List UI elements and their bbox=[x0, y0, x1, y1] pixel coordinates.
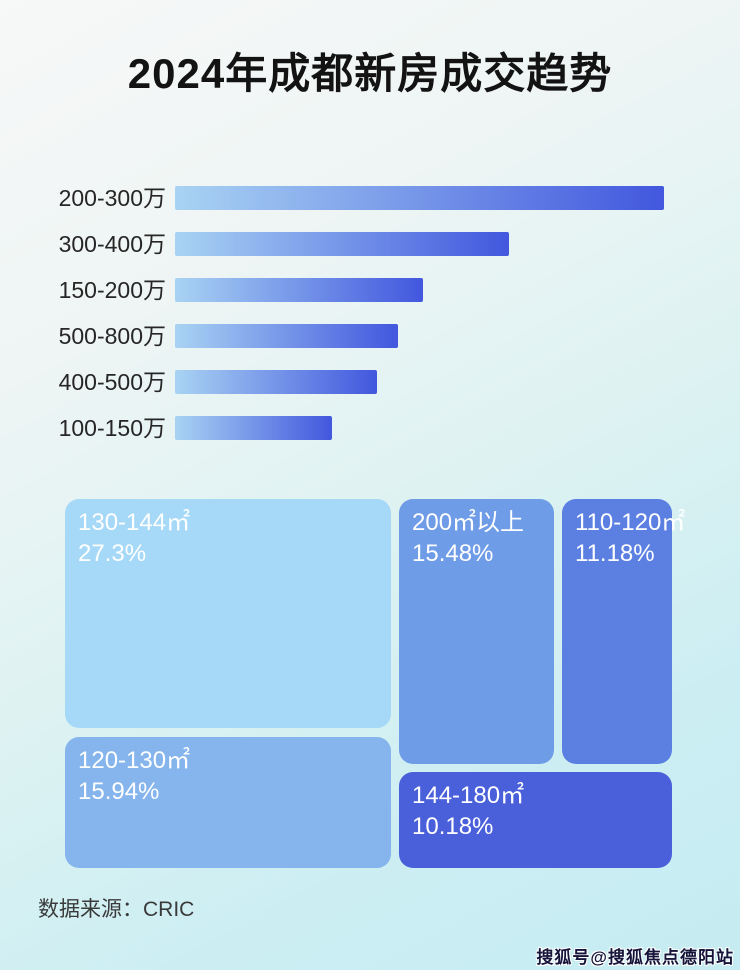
bar-label: 150-200万 bbox=[58, 277, 166, 303]
treemap-tile-130-144: 130-144㎡ 27.3% bbox=[65, 499, 391, 728]
bar-label: 100-150万 bbox=[58, 415, 166, 441]
bar-label: 400-500万 bbox=[58, 369, 166, 395]
bar-track bbox=[175, 416, 664, 440]
tile-value: 15.48% bbox=[412, 540, 494, 567]
bar-track bbox=[175, 186, 664, 210]
treemap-tile-200-plus: 200㎡以上 15.48% bbox=[399, 499, 554, 764]
tile-label: 200㎡以上 bbox=[412, 509, 525, 536]
bar-track bbox=[175, 278, 664, 302]
bar-row: 150-200万 bbox=[42, 278, 664, 302]
tile-value: 11.18% bbox=[575, 540, 655, 567]
bar-track bbox=[175, 370, 664, 394]
bar-track bbox=[175, 324, 664, 348]
bar bbox=[175, 416, 332, 440]
bar-label: 200-300万 bbox=[58, 185, 166, 211]
tile-value: 10.18% bbox=[412, 813, 494, 840]
bar-row: 400-500万 bbox=[42, 370, 664, 394]
bar bbox=[175, 370, 377, 394]
tile-label: 130-144㎡ bbox=[78, 509, 191, 536]
bar-label: 500-800万 bbox=[58, 323, 166, 349]
tile-value: 15.94% bbox=[78, 778, 160, 805]
watermark: 搜狐号@搜狐焦点德阳站 bbox=[536, 948, 734, 967]
tile-value: 27.3% bbox=[78, 540, 147, 567]
tile-label: 110-120㎡ bbox=[575, 509, 686, 536]
bar bbox=[175, 278, 423, 302]
bar-track bbox=[175, 232, 664, 256]
treemap-tile-144-180: 144-180㎡ 10.18% bbox=[399, 772, 672, 868]
bar bbox=[175, 186, 664, 210]
bar-row: 300-400万 bbox=[42, 232, 664, 256]
area-share-treemap: 130-144㎡ 27.3% 120-130㎡ 15.94% 200㎡以上 15… bbox=[65, 499, 686, 868]
price-range-bar-chart: 200-300万 300-400万 150-200万 500-800万 400-… bbox=[42, 186, 664, 462]
bar bbox=[175, 232, 509, 256]
tile-label: 120-130㎡ bbox=[78, 747, 191, 774]
page-title: 2024年成都新房成交趋势 bbox=[127, 50, 613, 97]
bar-row: 200-300万 bbox=[42, 186, 664, 210]
treemap-tile-110-120: 110-120㎡ 11.18% bbox=[562, 499, 686, 764]
bar-row: 100-150万 bbox=[42, 416, 664, 440]
tile-label: 144-180㎡ bbox=[412, 782, 525, 809]
treemap-tile-120-130: 120-130㎡ 15.94% bbox=[65, 737, 391, 868]
bar-label: 300-400万 bbox=[58, 231, 166, 257]
bar-row: 500-800万 bbox=[42, 324, 664, 348]
bar bbox=[175, 324, 398, 348]
data-source-note: 数据来源：CRIC bbox=[38, 898, 195, 921]
